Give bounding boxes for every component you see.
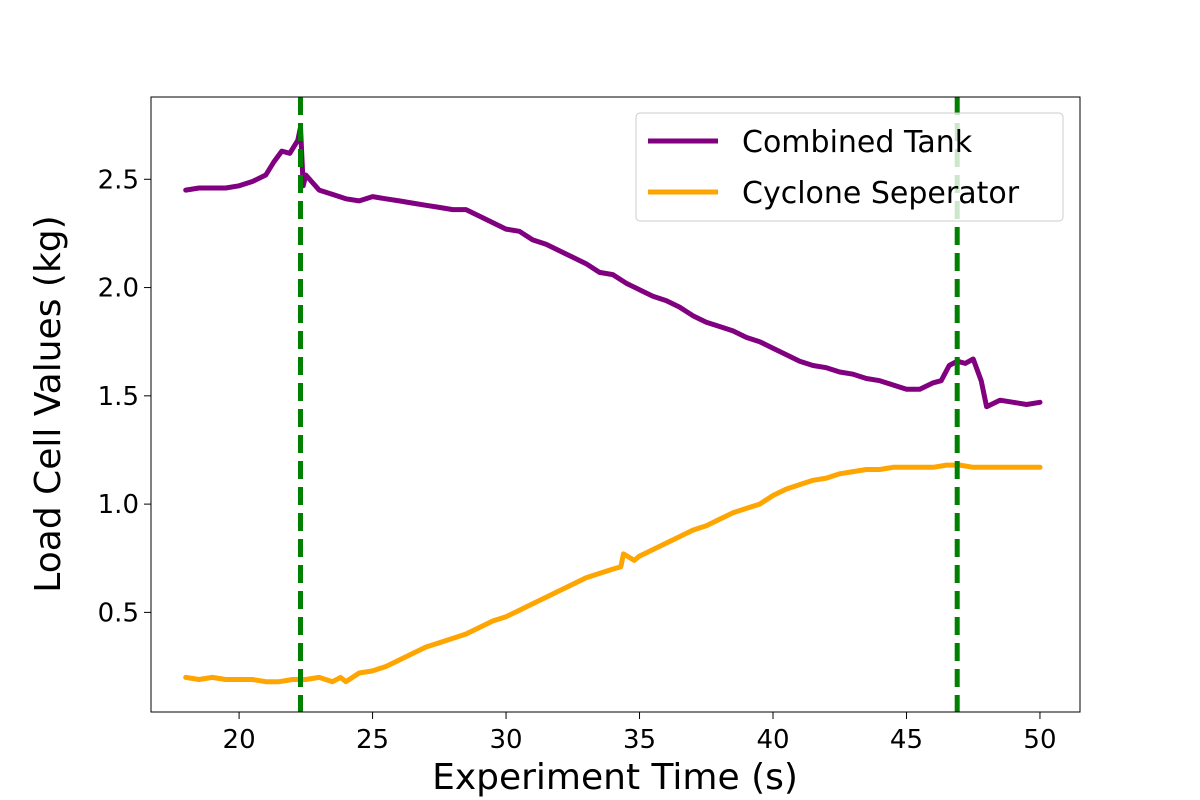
x-tick-label: 25 [356,725,389,755]
y-tick-label: 0.5 [98,598,139,628]
plot-area [150,96,1081,713]
y-axis-title: Load Cell Values (kg) [28,215,69,592]
x-axis-title: Experiment Time (s) [432,757,798,798]
x-tick-label: 20 [223,725,256,755]
y-tick-label: 2.5 [98,165,139,195]
y-axis-ticks: 0.5 1.0 1.5 2.0 2.5 [98,165,151,628]
y-tick-label: 2.0 [98,274,139,304]
x-tick-label: 50 [1023,725,1056,755]
legend-label-2: Cyclone Seperator [742,176,1020,211]
x-tick-label: 35 [623,725,656,755]
series-line-2 [183,462,1043,685]
y-tick-label: 1.0 [98,490,139,520]
legend-label-1: Combined Tank [742,125,973,160]
x-tick-label: 30 [490,725,523,755]
x-axis-ticks: 20 25 30 35 40 45 50 [223,712,1057,755]
y-tick-label: 1.5 [98,382,139,412]
x-tick-label: 45 [890,725,923,755]
axes-frame [150,96,1081,713]
legend-box [635,112,1064,222]
legend: Combined Tank Cyclone Seperator [635,112,1064,222]
x-tick-label: 40 [756,725,789,755]
